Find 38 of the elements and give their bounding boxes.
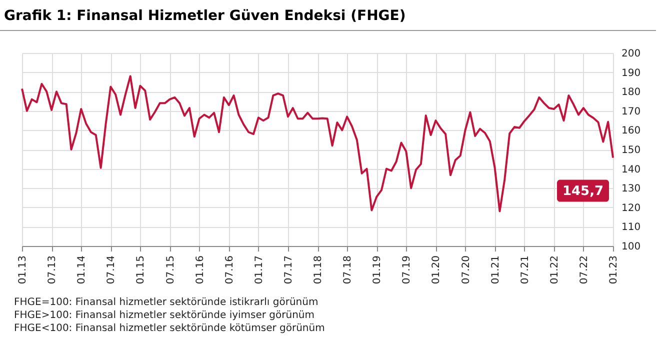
y-tick-label: 180 — [622, 87, 641, 98]
x-tick-label: 07.13 — [47, 256, 58, 284]
x-tick-label: 01.13 — [18, 256, 28, 284]
x-tick-label: 07.17 — [283, 256, 294, 284]
y-tick-label: 100 — [622, 242, 641, 252]
x-tick-label: 01.19 — [372, 256, 384, 284]
y-tick-label: 190 — [622, 68, 641, 79]
y-tick-label: 140 — [622, 164, 641, 176]
y-tick-label: 150 — [622, 145, 641, 156]
x-tick-label: 01.18 — [313, 256, 324, 284]
x-tick-label: 01.23 — [608, 256, 620, 284]
x-tick-label: 01.22 — [549, 256, 560, 284]
y-tick-label: 130 — [622, 184, 641, 195]
y-tick-label: 120 — [622, 202, 641, 214]
x-tick-label: 07.19 — [402, 256, 413, 284]
y-tick-label: 170 — [622, 106, 641, 118]
x-tick-label: 01.17 — [254, 256, 265, 284]
x-tick-label: 07.16 — [224, 256, 236, 284]
annotation: 145,7 — [562, 184, 604, 199]
y-tick-label: 110 — [622, 222, 641, 234]
x-tick-label: 01.16 — [194, 256, 206, 284]
x-tick-label: 07.18 — [342, 256, 354, 284]
x-tick-label: 07.21 — [520, 256, 531, 284]
x-tick-label: 07.20 — [460, 256, 472, 284]
text: FHGE=100: Finansal hizmetler sektöründe istikrarlı görünüm — [14, 296, 320, 309]
x-tick-label: 01.14 — [76, 256, 88, 284]
chart-title: Grafik 1: Finansal Hizmetler Güven Endeksi (FHGE) — [0, 0, 656, 31]
x-tick-label: 01.20 — [431, 256, 442, 284]
y-tick-label: 200 — [622, 48, 641, 60]
x-tick-label: 07.14 — [106, 256, 118, 284]
x-tick-label: 07.22 — [578, 256, 590, 284]
x-tick-label: 01.21 — [490, 256, 502, 284]
line-series — [21, 75, 614, 212]
text: FHGE>100: Finansal hizmetler sektöründe iyimser görünüm — [14, 309, 316, 322]
x-tick-label: 01.15 — [136, 256, 147, 284]
y-tick-label: 160 — [622, 126, 641, 137]
x-tick-label: 07.15 — [165, 256, 176, 284]
text: FHGE<100: Finansal hizmetler sektöründe kötümser görünüm — [14, 322, 325, 335]
